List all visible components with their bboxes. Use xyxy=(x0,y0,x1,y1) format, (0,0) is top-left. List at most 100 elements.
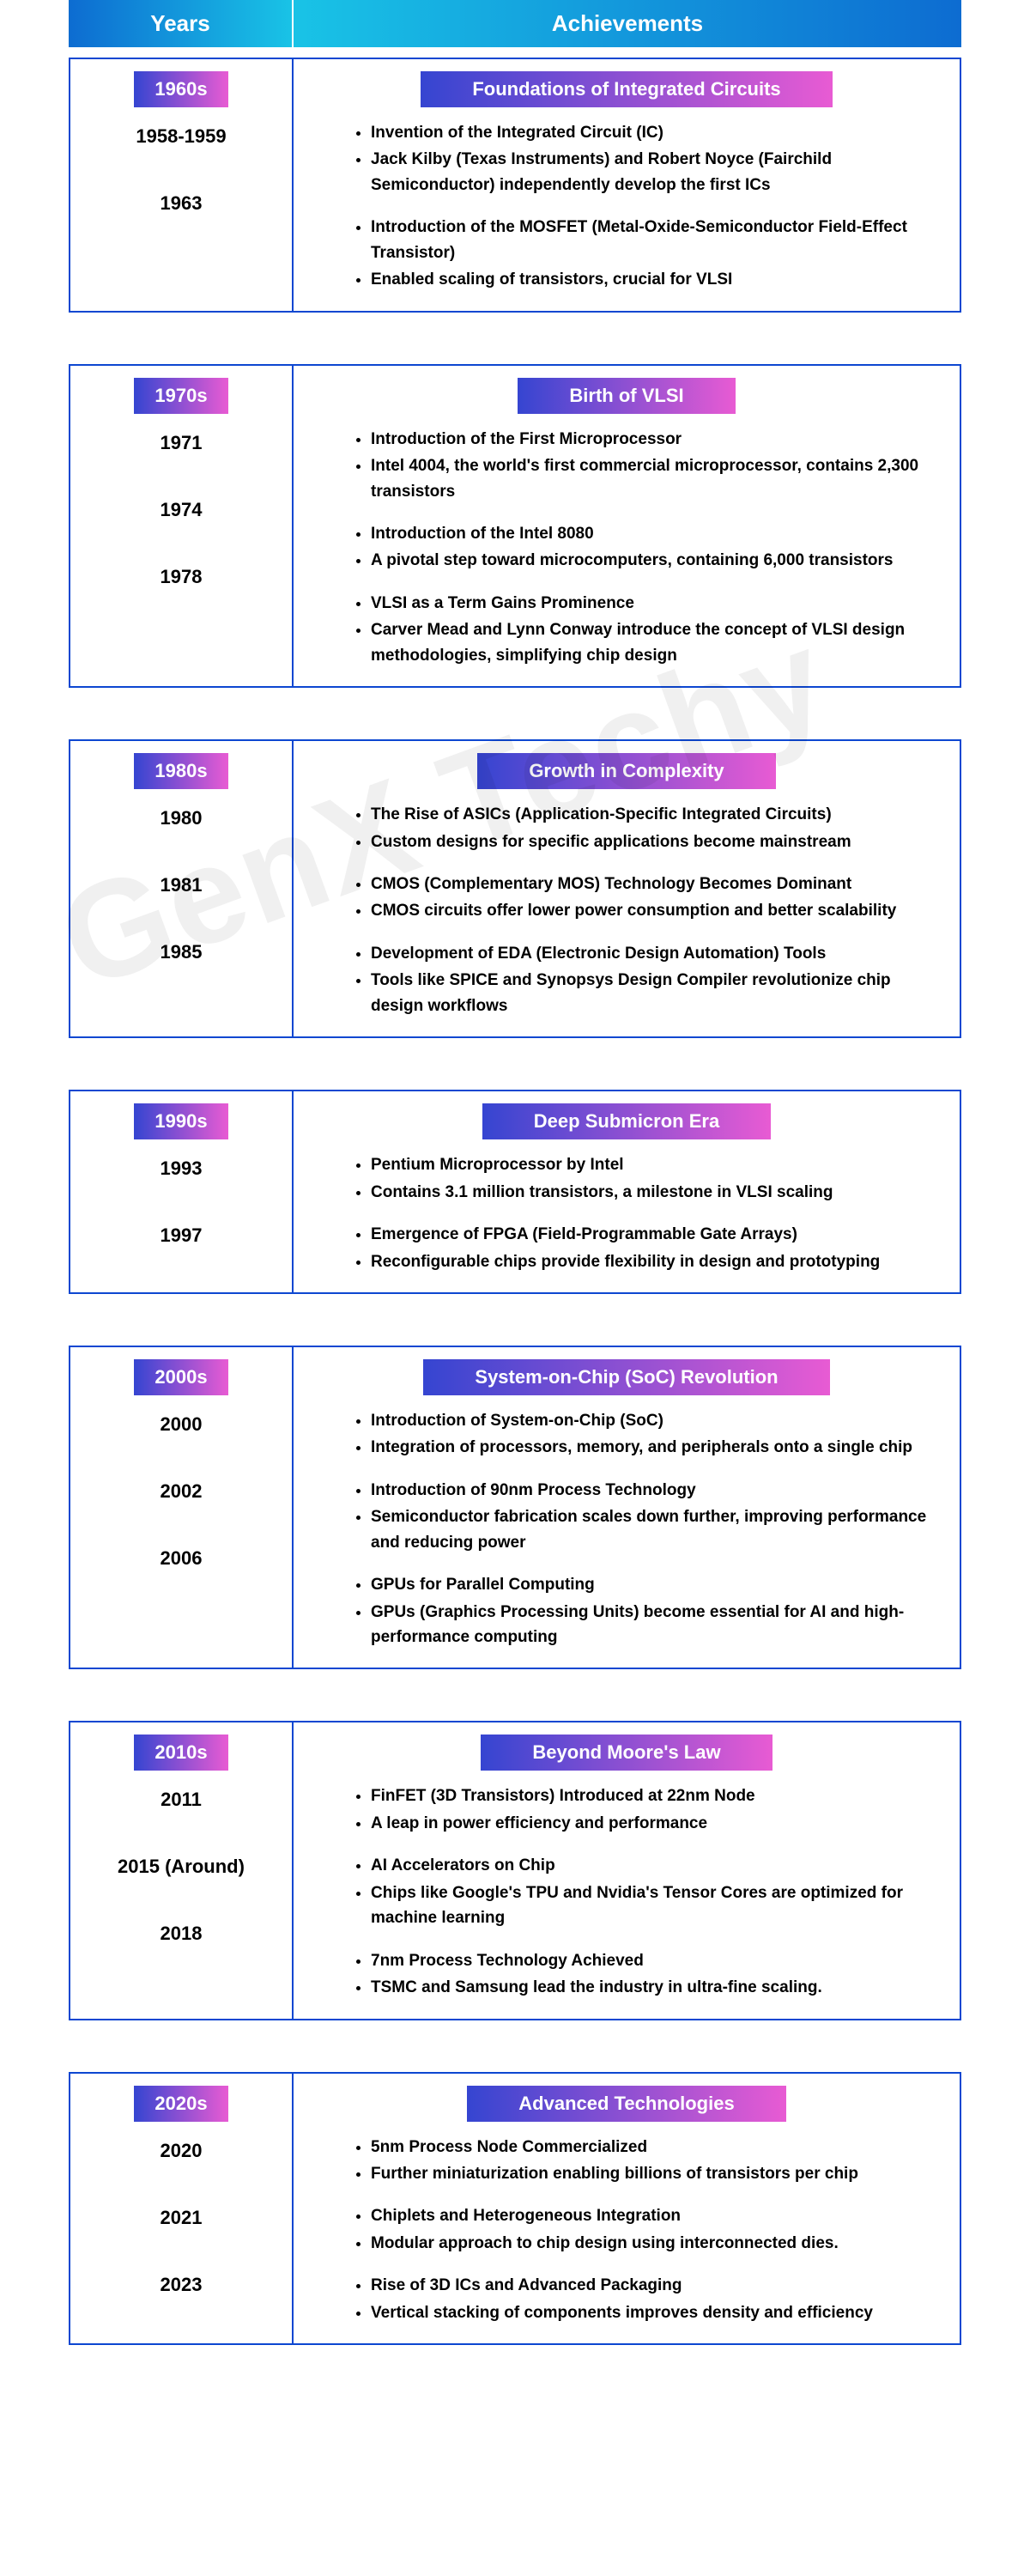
bullet-item: Tools like SPICE and Synopsys Design Com… xyxy=(371,967,934,1019)
bullet-item: Intel 4004, the world's first commercial… xyxy=(371,453,934,505)
decade-title: Foundations of Integrated Circuits xyxy=(421,71,832,107)
bullet-list: CMOS (Complementary MOS) Technology Beco… xyxy=(319,871,934,925)
bullet-item: Development of EDA (Electronic Design Au… xyxy=(371,940,934,967)
bullet-item: Reconfigurable chips provide flexibility… xyxy=(371,1249,934,1275)
bullet-item: Further miniaturization enabling billion… xyxy=(371,2160,934,2187)
year-label: 1980 xyxy=(161,805,203,856)
decade-badge: 2020s xyxy=(134,2086,227,2122)
decade-title: System-on-Chip (SoC) Revolution xyxy=(423,1359,829,1395)
bullet-item: 5nm Process Node Commercialized xyxy=(371,2134,934,2160)
header-years: Years xyxy=(69,0,292,47)
decade-title: Beyond Moore's Law xyxy=(481,1735,772,1771)
bullet-item: Modular approach to chip design using in… xyxy=(371,2230,934,2257)
bullet-list: The Rise of ASICs (Application-Specific … xyxy=(319,801,934,855)
decade-badge: 2000s xyxy=(134,1359,227,1395)
bullet-list: GPUs for Parallel ComputingGPUs (Graphic… xyxy=(319,1571,934,1650)
bullet-list: 5nm Process Node CommercializedFurther m… xyxy=(319,2134,934,2188)
bullet-item: Rise of 3D ICs and Advanced Packaging xyxy=(371,2272,934,2299)
title-badge-wrap: Foundations of Integrated Circuits xyxy=(319,71,934,107)
decade-box: 1960s 1958-1959 1963 Foundations of Integra… xyxy=(69,58,961,313)
decade-title: Growth in Complexity xyxy=(477,753,775,789)
bullet-item: Contains 3.1 million transistors, a mile… xyxy=(371,1179,934,1206)
bullet-item: Vertical stacking of components improves… xyxy=(371,2300,934,2326)
bullet-list: Introduction of the MOSFET (Metal-Oxide-… xyxy=(319,214,934,293)
bullet-list: Introduction of System-on-Chip (SoC)Inte… xyxy=(319,1407,934,1461)
bullet-item: Semiconductor fabrication scales down fu… xyxy=(371,1504,934,1556)
bullet-item: AI Accelerators on Chip xyxy=(371,1852,934,1879)
bullet-item: Introduction of the Intel 8080 xyxy=(371,520,934,547)
bullet-item: Chips like Google's TPU and Nvidia's Ten… xyxy=(371,1880,934,1932)
decade-box: 1990s19931997 Deep Submicron Era Pentium M… xyxy=(69,1090,961,1294)
year-label: 1981 xyxy=(161,872,203,923)
decade-right-col: Deep Submicron Era Pentium Microprocessor… xyxy=(294,1091,960,1292)
year-label: 2006 xyxy=(161,1545,203,1596)
bullet-list: Invention of the Integrated Circuit (IC)… xyxy=(319,119,934,198)
timeline-container: 1960s 1958-1959 1963 Foundations of Integra… xyxy=(69,58,961,2345)
year-label: 2021 xyxy=(161,2204,203,2256)
decade-badge: 1980s xyxy=(134,753,227,789)
title-badge-wrap: Advanced Technologies xyxy=(319,2086,934,2122)
bullet-item: Custom designs for specific applications… xyxy=(371,829,934,855)
decade-title: Deep Submicron Era xyxy=(482,1103,771,1139)
decade-badge: 1970s xyxy=(134,378,227,414)
year-label: 1971 xyxy=(161,429,203,481)
decade-badge: 1990s xyxy=(134,1103,227,1139)
bullet-list: Chiplets and Heterogeneous IntegrationMo… xyxy=(319,2202,934,2257)
year-label: 2011 xyxy=(161,1786,202,1838)
header-row: Years Achievements xyxy=(69,0,961,47)
decade-left-col: 2020s202020212023 xyxy=(70,2074,294,2344)
bullet-list: VLSI as a Term Gains ProminenceCarver Me… xyxy=(319,590,934,669)
bullet-item: Carver Mead and Lynn Conway introduce th… xyxy=(371,617,934,669)
decade-box: 2000s 2000 2002 2006 System-on-Chip (SoC) Re… xyxy=(69,1346,961,1670)
year-label: 1997 xyxy=(161,1222,203,1273)
bullet-item: GPUs (Graphics Processing Units) become … xyxy=(371,1599,934,1651)
bullet-list: 7nm Process Technology AchievedTSMC and … xyxy=(319,1947,934,2002)
bullet-item: A leap in power efficiency and performan… xyxy=(371,1810,934,1837)
bullet-item: Introduction of the MOSFET (Metal-Oxide-… xyxy=(371,214,934,266)
header-achievements: Achievements xyxy=(294,0,961,47)
bullet-item: Enabled scaling of transistors, crucial … xyxy=(371,266,934,293)
bullet-list: Development of EDA (Electronic Design Au… xyxy=(319,940,934,1019)
decade-left-col: 1960s 1958-1959 1963 xyxy=(70,59,294,311)
bullet-item: Pentium Microprocessor by Intel xyxy=(371,1151,934,1178)
year-label: 2020 xyxy=(161,2137,203,2189)
decade-left-col: 1980s 1980 1981 1985 xyxy=(70,741,294,1036)
bullet-item: The Rise of ASICs (Application-Specific … xyxy=(371,801,934,828)
bullet-item: Emergence of FPGA (Field-Programmable Ga… xyxy=(371,1221,934,1248)
decade-left-col: 2000s 2000 2002 2006 xyxy=(70,1347,294,1668)
title-badge-wrap: Birth of VLSI xyxy=(319,378,934,414)
decade-title: Birth of VLSI xyxy=(518,378,735,414)
year-label: 1985 xyxy=(161,939,203,990)
bullet-item: Integration of processors, memory, and p… xyxy=(371,1434,934,1461)
decade-left-col: 2010s20112015 (Around)2018 xyxy=(70,1722,294,2018)
year-label: 1958-1959 xyxy=(136,123,226,174)
decade-title: Advanced Technologies xyxy=(467,2086,785,2122)
bullet-list: Rise of 3D ICs and Advanced PackagingVer… xyxy=(319,2272,934,2326)
bullet-item: TSMC and Samsung lead the industry in ul… xyxy=(371,1974,934,2001)
year-label: 2000 xyxy=(161,1411,203,1462)
decade-right-col: Growth in Complexity The Rise of ASICs (A… xyxy=(294,741,960,1036)
year-label: 1963 xyxy=(161,190,203,241)
bullet-item: A pivotal step toward microcomputers, co… xyxy=(371,547,934,574)
bullet-item: CMOS circuits offer lower power consumpt… xyxy=(371,897,934,924)
decade-box: 2020s202020212023Advanced Technologies5n… xyxy=(69,2072,961,2346)
decade-box: 2010s20112015 (Around)2018 Beyond Moore's… xyxy=(69,1721,961,2020)
bullet-item: GPUs for Parallel Computing xyxy=(371,1571,934,1598)
decade-right-col: System-on-Chip (SoC) Revolution Introduct… xyxy=(294,1347,960,1668)
decade-left-col: 1990s19931997 xyxy=(70,1091,294,1292)
decade-badge: 1960s xyxy=(134,71,227,107)
year-label: 1978 xyxy=(161,563,203,615)
bullet-item: CMOS (Complementary MOS) Technology Beco… xyxy=(371,871,934,897)
title-badge-wrap: Deep Submicron Era xyxy=(319,1103,934,1139)
bullet-item: Jack Kilby (Texas Instruments) and Rober… xyxy=(371,146,934,198)
bullet-list: AI Accelerators on ChipChips like Google… xyxy=(319,1852,934,1931)
bullet-list: FinFET (3D Transistors) Introduced at 22… xyxy=(319,1783,934,1837)
year-label: 2002 xyxy=(161,1478,203,1529)
decade-right-col: Foundations of Integrated Circuits Invent… xyxy=(294,59,960,311)
bullet-item: Introduction of the First Microprocessor xyxy=(371,426,934,453)
bullet-list: Introduction of the First Microprocessor… xyxy=(319,426,934,505)
decade-right-col: Birth of VLSI Introduction of the First M… xyxy=(294,366,960,687)
bullet-item: Introduction of System-on-Chip (SoC) xyxy=(371,1407,934,1434)
bullet-item: VLSI as a Term Gains Prominence xyxy=(371,590,934,617)
decade-left-col: 1970s197119741978 xyxy=(70,366,294,687)
